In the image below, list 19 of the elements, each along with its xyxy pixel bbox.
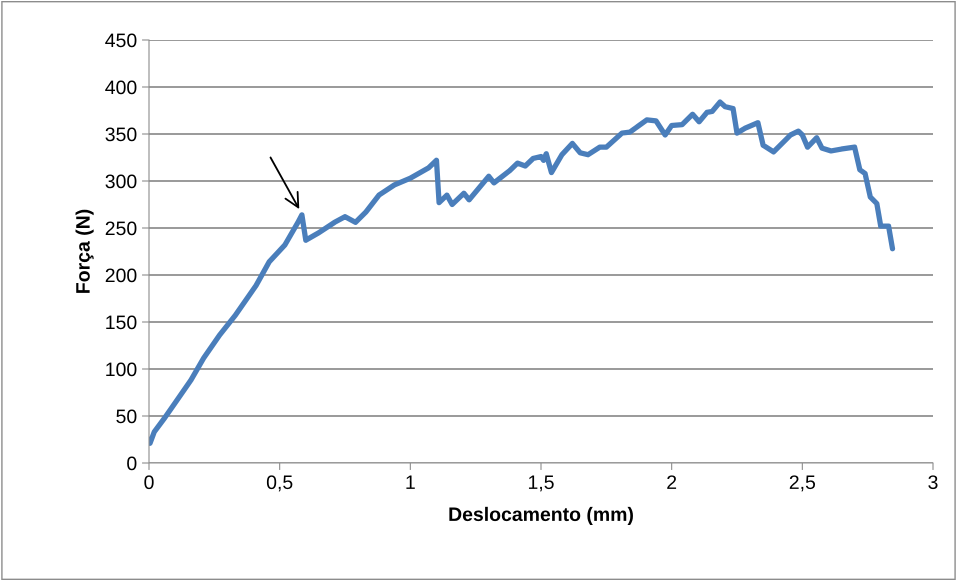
y-tick-label: 450 [105,33,136,48]
y-tick-label: 400 [105,80,136,94]
y-tick-label: 350 [105,127,136,142]
x-tick-label: 1,5 [528,476,554,492]
y-tick-label: 200 [106,268,136,282]
x-tick-label: 2 [667,475,676,489]
x-tick-label: 1 [406,476,415,489]
y-tick-label: 150 [106,315,136,330]
y-tick-label: 250 [106,221,136,236]
x-tick-label: 0 [144,475,154,490]
x-tick-label: 2,5 [790,475,816,492]
y-axis-title: Força (N) [76,210,94,293]
y-tick-label: 100 [106,362,136,376]
x-tick-label: 3 [928,475,938,490]
y-tick-label: 50 [116,409,136,424]
x-tick-label: 0,5 [266,475,292,492]
y-tick-label: 0 [127,456,136,470]
y-tick-label: 300 [105,174,136,188]
x-axis-title: Deslocamento (mm) [449,506,633,525]
